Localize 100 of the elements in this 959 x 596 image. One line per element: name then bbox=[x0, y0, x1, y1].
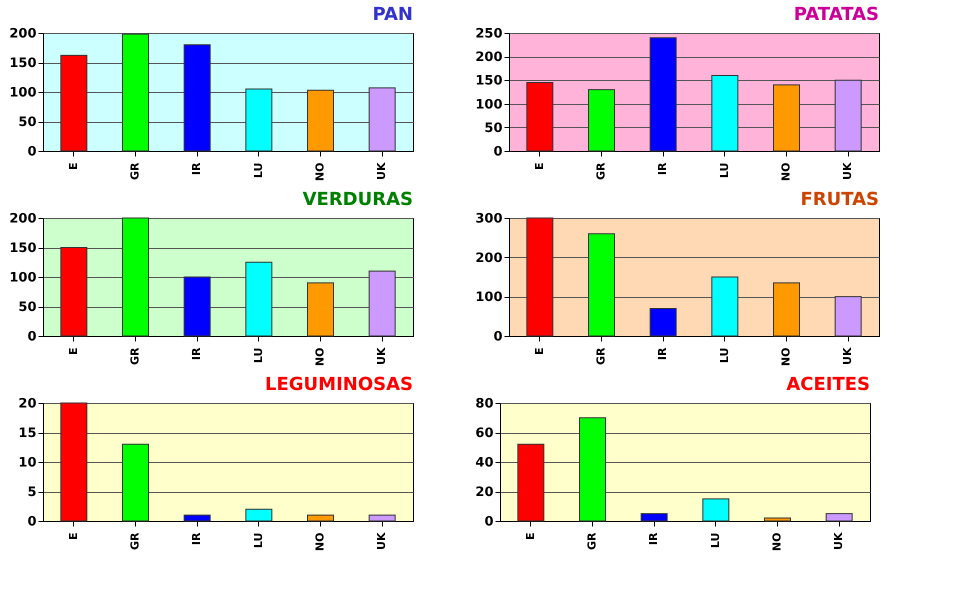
y-tick-label: 100 bbox=[475, 290, 502, 306]
y-tick-label: 200 bbox=[475, 50, 502, 66]
y-tick-label: 300 bbox=[475, 212, 502, 226]
y-tick-label: 150 bbox=[475, 74, 502, 89]
y-tick-label: 100 bbox=[9, 270, 36, 286]
bar bbox=[764, 518, 791, 522]
bar bbox=[773, 282, 800, 336]
bar bbox=[588, 89, 615, 152]
x-tick-label: NO bbox=[770, 532, 784, 552]
x-tick-label: GR bbox=[128, 346, 142, 365]
y-tick-label: 150 bbox=[9, 56, 36, 71]
x-tick-label: GR bbox=[128, 532, 142, 550]
x-tick-label: E bbox=[66, 532, 80, 540]
bar bbox=[834, 296, 862, 336]
chart-title: ACEITES bbox=[786, 374, 870, 395]
x-tick-label: UK bbox=[832, 532, 846, 550]
x-tick-label: NO bbox=[780, 162, 792, 182]
x-tick-label: E bbox=[532, 162, 546, 170]
x-tick-label: NO bbox=[780, 348, 792, 366]
bar bbox=[650, 37, 677, 152]
bar bbox=[773, 84, 800, 152]
bar bbox=[307, 90, 334, 152]
chart-title: VERDURAS bbox=[302, 189, 413, 210]
x-tick-label: IR bbox=[190, 346, 204, 360]
bar bbox=[245, 88, 272, 152]
y-tick-label: 50 bbox=[484, 120, 502, 136]
x-tick-label: LU bbox=[718, 348, 731, 364]
bar bbox=[122, 34, 149, 152]
x-tick-label: IR bbox=[190, 532, 204, 546]
bar bbox=[368, 87, 396, 152]
chart-title: FRUTAS bbox=[800, 189, 879, 210]
x-tick-label: LU bbox=[708, 532, 722, 548]
bar bbox=[122, 218, 149, 336]
bar bbox=[588, 233, 615, 336]
x-tick-label: GR bbox=[594, 346, 608, 365]
y-tick-label: 200 bbox=[475, 250, 502, 266]
bar bbox=[834, 80, 862, 152]
x-tick-label: UK bbox=[375, 532, 388, 550]
chart-title: LEGUMINOSAS bbox=[265, 374, 413, 395]
bar bbox=[650, 308, 677, 336]
y-tick-label: 100 bbox=[9, 86, 36, 100]
x-tick-label: E bbox=[66, 162, 80, 170]
y-tick-label: 40 bbox=[475, 456, 494, 470]
x-tick-label: UK bbox=[841, 347, 854, 365]
y-tick-label: 20 bbox=[475, 485, 494, 500]
x-tick-label: UK bbox=[375, 162, 388, 180]
x-tick-label: LU bbox=[252, 348, 265, 364]
bar bbox=[60, 402, 88, 522]
y-tick-label: 0 bbox=[493, 330, 502, 344]
y-tick-label: 150 bbox=[9, 241, 36, 256]
bar bbox=[368, 270, 396, 336]
x-tick-label: UK bbox=[841, 162, 854, 180]
bar bbox=[184, 514, 211, 522]
x-tick-label: IR bbox=[656, 162, 670, 176]
y-tick-label: 20 bbox=[18, 396, 36, 412]
y-tick-label: 0 bbox=[27, 144, 36, 160]
chart-title: PATATAS bbox=[794, 4, 879, 25]
y-tick-label: 5 bbox=[27, 485, 36, 500]
x-tick-label: GR bbox=[594, 162, 608, 180]
x-tick-label: E bbox=[532, 348, 546, 356]
bar bbox=[526, 218, 554, 336]
bar bbox=[245, 508, 272, 522]
bar bbox=[184, 44, 211, 152]
bar bbox=[368, 514, 396, 522]
bar bbox=[711, 276, 738, 336]
bar bbox=[579, 417, 606, 522]
bar bbox=[245, 262, 272, 336]
bar bbox=[307, 514, 334, 522]
x-tick-label: NO bbox=[314, 162, 326, 182]
x-tick-label: LU bbox=[252, 532, 265, 548]
x-tick-label: LU bbox=[718, 162, 731, 178]
x-tick-label: GR bbox=[128, 162, 142, 180]
bar bbox=[122, 444, 149, 522]
y-tick-label: 0 bbox=[27, 330, 36, 344]
x-tick-label: IR bbox=[656, 346, 670, 360]
bar bbox=[184, 276, 211, 336]
x-tick-label: UK bbox=[375, 347, 388, 365]
y-tick-label: 15 bbox=[18, 426, 36, 441]
y-tick-label: 0 bbox=[27, 514, 36, 530]
y-tick-label: 50 bbox=[18, 300, 36, 315]
bar bbox=[526, 82, 554, 152]
bar bbox=[640, 513, 668, 522]
y-tick-label: 0 bbox=[484, 514, 494, 530]
x-tick-label: E bbox=[524, 532, 537, 540]
x-tick-label: NO bbox=[314, 532, 326, 552]
x-tick-label: GR bbox=[586, 532, 598, 550]
y-tick-label: 200 bbox=[9, 26, 36, 42]
y-tick-label: 10 bbox=[18, 456, 36, 470]
bar bbox=[60, 54, 88, 152]
bar bbox=[60, 247, 88, 336]
x-tick-label: IR bbox=[190, 162, 204, 176]
bar bbox=[711, 74, 738, 152]
y-tick-label: 100 bbox=[475, 97, 502, 112]
bar bbox=[307, 282, 334, 336]
x-tick-label: LU bbox=[252, 162, 265, 178]
chart-title: PAN bbox=[372, 4, 413, 25]
y-tick-label: 60 bbox=[475, 426, 494, 441]
bar bbox=[826, 513, 853, 522]
y-tick-label: 80 bbox=[475, 396, 494, 412]
x-tick-label: IR bbox=[647, 532, 660, 546]
